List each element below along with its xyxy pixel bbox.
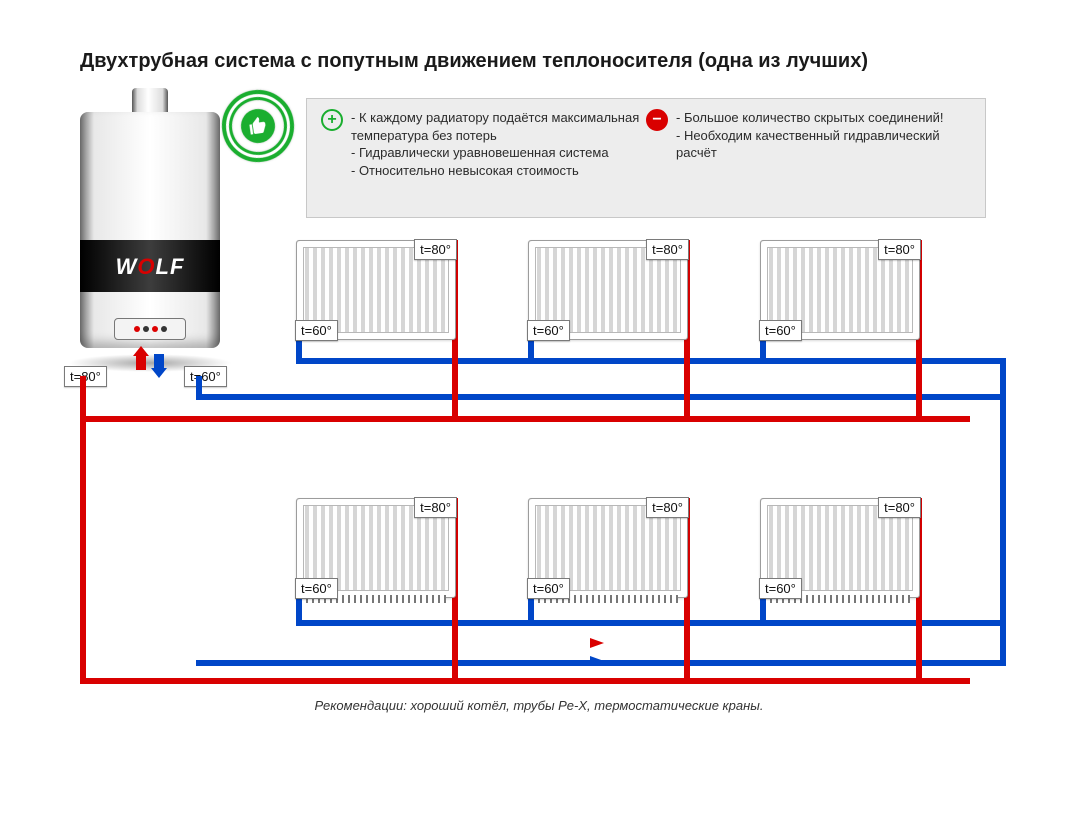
radiator: t=80° t=60° — [760, 498, 920, 598]
pros-list: - К каждому радиатору подаётся максималь… — [351, 109, 646, 207]
radiator: t=80° t=60° — [760, 240, 920, 340]
radiator: t=80° t=60° — [296, 498, 456, 598]
plus-icon: + — [321, 109, 343, 131]
pros-cons-panel: + - К каждому радиатору подаётся максима… — [306, 98, 986, 218]
minus-icon: − — [646, 109, 668, 131]
temp-tag-hot: t=80° — [646, 239, 689, 260]
boiler-body: WOLF — [80, 112, 220, 348]
pipe-cold — [296, 358, 1006, 364]
thumbs-up-icon — [239, 107, 277, 145]
pipe-cold — [296, 620, 1006, 626]
pipe-cold — [196, 394, 1006, 400]
temp-tag-cold: t=60° — [527, 578, 570, 599]
footnote: Рекомендации: хороший котёл, трубы Pe-X,… — [0, 698, 1078, 713]
temp-tag-cold: t=60° — [759, 320, 802, 341]
temp-tag-hot: t=80° — [878, 497, 921, 518]
pipe-hot — [964, 678, 970, 684]
recommended-stamp — [217, 85, 298, 166]
pros-item: - Относительно невысокая стоимость — [351, 162, 646, 180]
boiler-control-panel — [114, 318, 186, 340]
radiator: t=80° t=60° — [528, 240, 688, 340]
temp-tag-cold: t=60° — [527, 320, 570, 341]
pros-column: + - К каждому радиатору подаётся максима… — [321, 109, 646, 207]
cons-item: - Большое количество скрытых соединений! — [676, 109, 971, 127]
pipe-hot — [80, 416, 970, 422]
temp-tag-cold: t=60° — [295, 578, 338, 599]
flow-arrow-cold-icon — [590, 656, 604, 666]
pipe-cold — [1000, 620, 1006, 666]
temp-tag-hot: t=80° — [878, 239, 921, 260]
radiator: t=80° t=60° — [296, 240, 456, 340]
cons-column: − - Большое количество скрытых соединени… — [646, 109, 971, 207]
page-title: Двухтрубная система с попутным движением… — [80, 50, 868, 73]
pipe-hot — [964, 416, 970, 422]
temp-tag-cold: t=60° — [295, 320, 338, 341]
radiator: t=80° t=60° — [528, 498, 688, 598]
cons-item: - Необходим качественный гидравлический … — [676, 127, 971, 162]
boiler-logo: WOLF — [80, 254, 220, 280]
pipe-hot — [80, 376, 86, 684]
pros-item: - Гидравлически уравновешенная система — [351, 144, 646, 162]
temp-tag-hot: t=80° — [414, 239, 457, 260]
pipe-hot — [80, 678, 970, 684]
flow-arrow-hot-icon — [590, 638, 604, 648]
temp-tag-hot: t=80° — [414, 497, 457, 518]
boiler: WOLF — [80, 88, 220, 350]
pipe-cold — [1000, 358, 1006, 400]
pros-item: - К каждому радиатору подаётся максималь… — [351, 109, 646, 144]
temp-tag-cold: t=60° — [759, 578, 802, 599]
temp-tag-hot: t=80° — [646, 497, 689, 518]
boiler-outlet-pipes — [132, 354, 174, 376]
boiler-return-tag: t=60° — [184, 366, 227, 387]
cons-list: - Большое количество скрытых соединений!… — [676, 109, 971, 207]
